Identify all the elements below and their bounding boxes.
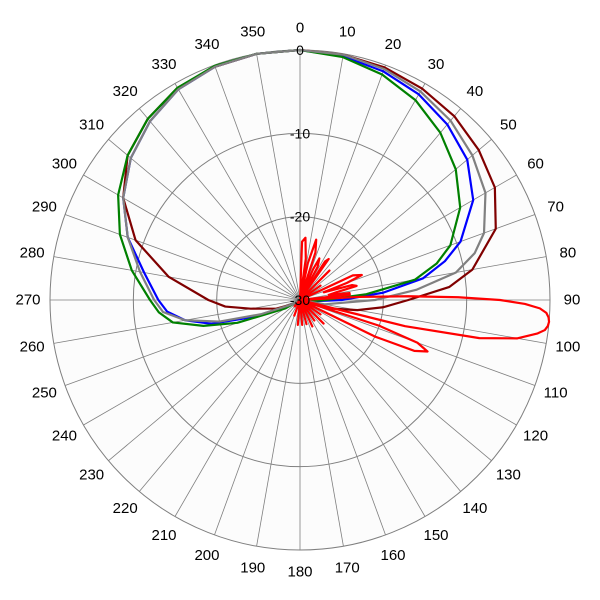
angle-tick-label: 50 xyxy=(500,117,517,134)
angle-tick-label: 90 xyxy=(564,292,581,309)
angle-tick-label: 100 xyxy=(555,339,580,356)
angle-tick-label: 160 xyxy=(381,547,406,564)
angle-tick-label: 240 xyxy=(52,428,77,445)
angle-tick-label: 140 xyxy=(462,500,487,517)
angle-tick-label: 250 xyxy=(32,385,57,402)
angle-tick-label: 320 xyxy=(113,83,138,100)
series-line xyxy=(117,48,462,327)
grid-spoke xyxy=(299,299,462,492)
angle-tick-label: 340 xyxy=(194,36,219,53)
grid-spoke xyxy=(108,138,301,301)
radial-tick-label: -30 xyxy=(290,292,310,308)
angle-tick-label: 280 xyxy=(20,244,45,261)
grid-spoke xyxy=(299,108,462,301)
angle-tick-label: 350 xyxy=(240,24,265,41)
angle-tick-label: 20 xyxy=(385,36,402,53)
grid-spoke xyxy=(256,53,301,301)
grid-spoke xyxy=(299,138,492,301)
angle-tick-label: 180 xyxy=(287,564,312,581)
angle-tick-label: 70 xyxy=(547,198,564,215)
grid-spoke xyxy=(299,299,547,344)
angle-tick-label: 170 xyxy=(335,559,360,576)
angle-tick-label: 0 xyxy=(296,20,304,37)
radial-tick-label: 0 xyxy=(296,42,304,58)
angle-tick-label: 120 xyxy=(523,428,548,445)
grid-spoke xyxy=(108,299,301,462)
angle-tick-label: 200 xyxy=(194,547,219,564)
angle-tick-label: 30 xyxy=(428,56,445,73)
angle-tick-label: 260 xyxy=(20,339,45,356)
grid-spoke xyxy=(83,299,301,426)
grid-spoke xyxy=(299,299,386,536)
grid-spoke xyxy=(174,299,301,517)
angle-tick-label: 40 xyxy=(466,83,483,100)
series-line xyxy=(122,48,487,323)
angle-tick-label: 190 xyxy=(240,559,265,576)
grid-spoke xyxy=(214,299,301,536)
angle-tick-labels: 0 10 20 30 40 50 60 70 80 90 100 110 120 130 140 150 160… xyxy=(15,20,580,581)
angle-tick-label: 220 xyxy=(113,500,138,517)
angle-tick-label: 130 xyxy=(496,466,521,483)
angle-tick-label: 230 xyxy=(79,466,104,483)
grid-spoke xyxy=(64,214,301,301)
grid-spoke xyxy=(299,299,426,517)
grid-spoke xyxy=(299,299,344,547)
grid-spoke xyxy=(138,299,301,492)
radial-tick-labels: 0 -10 -20 -30 xyxy=(290,42,310,308)
angle-tick-label: 80 xyxy=(560,244,577,261)
angle-tick-label: 60 xyxy=(527,156,544,173)
grid-spoke xyxy=(53,299,301,344)
grid-spoke xyxy=(214,64,301,301)
angle-tick-label: 210 xyxy=(151,527,176,544)
grid-spoke xyxy=(83,174,301,301)
grid-spoke xyxy=(174,83,301,301)
angle-tick-label: 290 xyxy=(32,198,57,215)
angle-tick-label: 330 xyxy=(151,56,176,73)
radial-tick-label: -10 xyxy=(290,125,310,141)
grid-spoke xyxy=(299,299,492,462)
grid-spoke xyxy=(299,174,517,301)
grid-spoke xyxy=(53,256,301,301)
grid-spoke xyxy=(299,83,426,301)
angle-tick-label: 10 xyxy=(339,24,356,41)
angle-tick-label: 310 xyxy=(79,117,104,134)
grid-spoke xyxy=(256,299,301,547)
grid-spoke xyxy=(299,64,386,301)
radial-tick-label: -20 xyxy=(290,209,310,225)
angle-tick-label: 300 xyxy=(52,156,77,173)
angle-tick-label: 110 xyxy=(544,385,568,402)
angle-tick-label: 270 xyxy=(15,292,40,309)
grid-spoke xyxy=(138,108,301,301)
grid-spoke xyxy=(299,53,344,301)
series-line xyxy=(293,236,551,353)
grid-spoke xyxy=(299,299,517,426)
series-layer xyxy=(117,48,551,353)
angle-tick-label: 150 xyxy=(423,527,448,544)
